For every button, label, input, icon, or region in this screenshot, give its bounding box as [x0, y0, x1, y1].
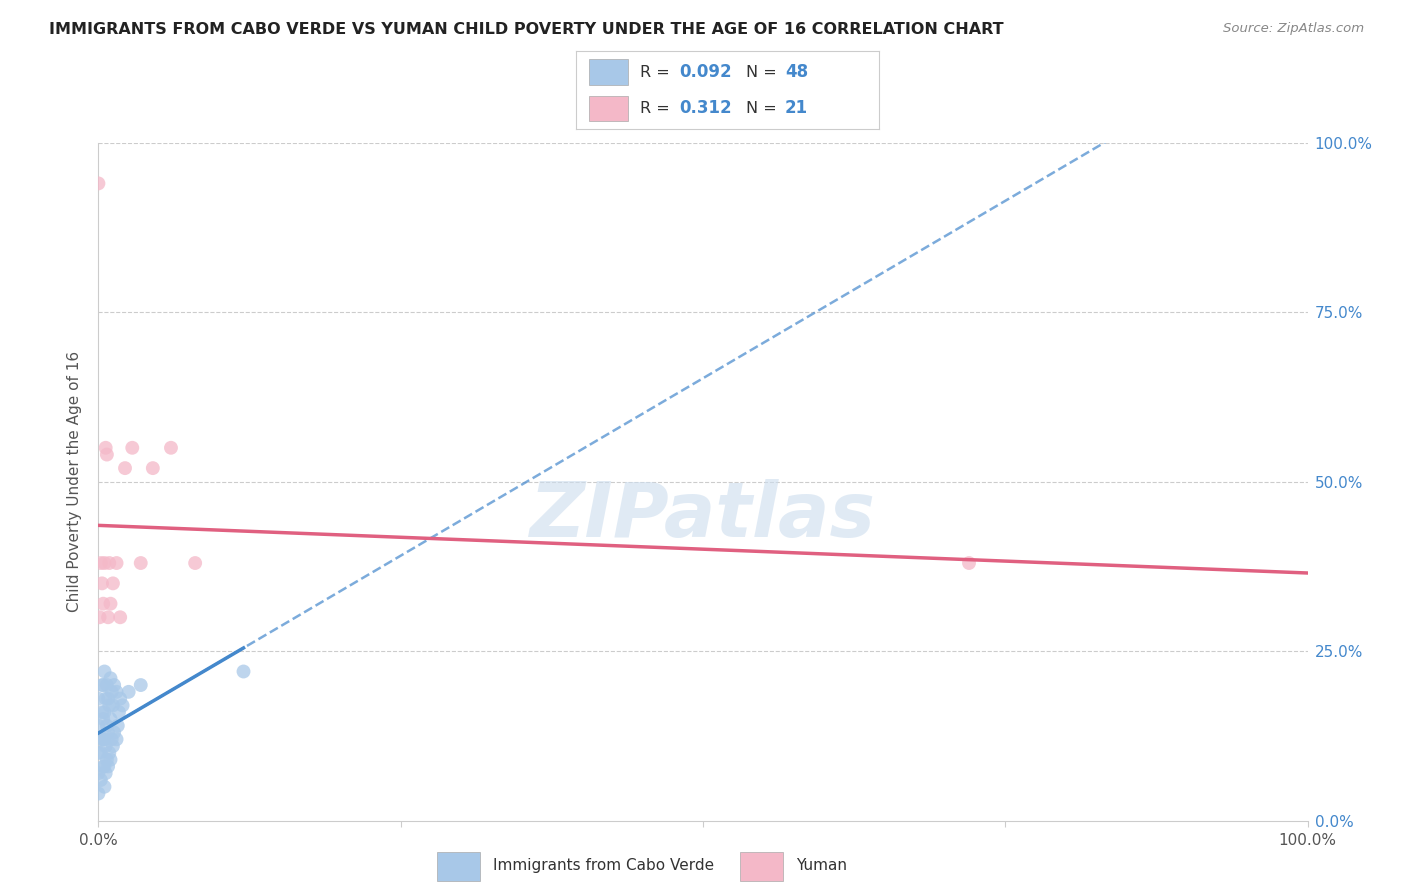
Point [129, 556, 152, 570]
Point [87, 766, 110, 780]
Point [91, 705, 114, 719]
Text: ZIPatlas: ZIPatlas [530, 479, 876, 552]
Point [97, 759, 120, 773]
Point [232, 665, 254, 679]
Point [94, 691, 117, 706]
Point [111, 698, 134, 713]
Point [121, 441, 143, 455]
Text: N =: N = [745, 64, 782, 79]
Point [91, 732, 114, 747]
Point [91, 576, 114, 591]
Y-axis label: Child Poverty Under the Age of 16: Child Poverty Under the Age of 16 [67, 351, 83, 612]
Text: Yuman: Yuman [796, 858, 846, 872]
FancyBboxPatch shape [437, 852, 481, 881]
Point [105, 732, 128, 747]
Text: 0.312: 0.312 [679, 99, 733, 117]
Point [108, 705, 131, 719]
Point [957, 556, 980, 570]
Point [87, 691, 110, 706]
Point [160, 441, 183, 455]
Text: 21: 21 [785, 99, 808, 117]
Point [101, 698, 124, 713]
Point [91, 678, 114, 692]
Point [105, 556, 128, 570]
Text: 0.092: 0.092 [679, 63, 733, 81]
Point [103, 678, 125, 692]
Point [87, 719, 110, 733]
Point [93, 705, 115, 719]
Point [98, 746, 121, 760]
Point [100, 671, 122, 685]
Point [108, 691, 131, 706]
Point [100, 732, 122, 747]
Point [97, 725, 120, 739]
Point [91, 597, 114, 611]
Text: N =: N = [745, 101, 782, 116]
Text: Immigrants from Cabo Verde: Immigrants from Cabo Verde [492, 858, 714, 872]
Point [96, 448, 118, 462]
Point [93, 665, 115, 679]
FancyBboxPatch shape [589, 59, 628, 85]
Point [100, 712, 122, 726]
Point [91, 678, 114, 692]
Point [118, 685, 141, 699]
Point [97, 691, 120, 706]
Point [103, 725, 125, 739]
Point [101, 739, 124, 753]
Text: 48: 48 [785, 63, 808, 81]
Point [94, 739, 117, 753]
Text: R =: R = [640, 101, 675, 116]
Point [100, 753, 122, 767]
Point [93, 556, 115, 570]
Point [93, 780, 115, 794]
Point [87, 787, 110, 801]
Point [108, 610, 131, 624]
Point [93, 732, 115, 747]
Point [87, 746, 110, 760]
Point [94, 441, 117, 455]
Point [101, 576, 124, 591]
Point [96, 753, 118, 767]
Point [114, 461, 136, 475]
Point [98, 698, 121, 713]
Point [184, 556, 207, 570]
Point [129, 678, 152, 692]
Point [87, 177, 110, 191]
Point [97, 610, 120, 624]
Point [91, 732, 114, 747]
Point [96, 678, 118, 692]
Point [105, 685, 128, 699]
Text: Source: ZipAtlas.com: Source: ZipAtlas.com [1223, 22, 1364, 36]
Point [100, 597, 122, 611]
Text: R =: R = [640, 64, 675, 79]
Point [89, 610, 111, 624]
Point [100, 685, 122, 699]
FancyBboxPatch shape [740, 852, 783, 881]
Point [91, 712, 114, 726]
Point [98, 556, 121, 570]
Point [93, 759, 115, 773]
Point [94, 766, 117, 780]
Point [96, 719, 118, 733]
Point [90, 746, 112, 760]
Point [142, 461, 165, 475]
Point [91, 759, 114, 773]
Text: IMMIGRANTS FROM CABO VERDE VS YUMAN CHILD POVERTY UNDER THE AGE OF 16 CORRELATIO: IMMIGRANTS FROM CABO VERDE VS YUMAN CHIL… [49, 22, 1004, 37]
FancyBboxPatch shape [589, 95, 628, 121]
Point [90, 772, 112, 787]
Point [107, 719, 129, 733]
Point [90, 556, 112, 570]
